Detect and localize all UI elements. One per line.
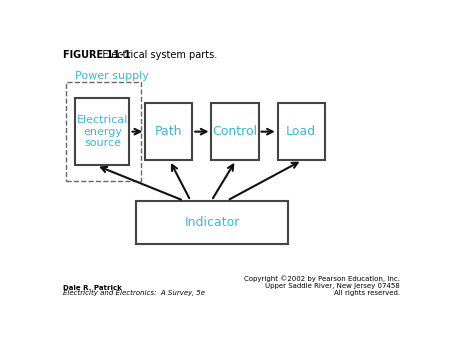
Text: Control: Control	[212, 125, 257, 138]
Text: Electrical system parts.: Electrical system parts.	[93, 50, 217, 60]
Text: Copyright ©2002 by Pearson Education, Inc.
Upper Saddle River, New Jersey 07458
: Copyright ©2002 by Pearson Education, In…	[244, 275, 400, 296]
Text: Load: Load	[286, 125, 316, 138]
Bar	[66, 82, 141, 181]
Text: FIGURE 11-1: FIGURE 11-1	[63, 50, 130, 60]
Text: Power supply: Power supply	[76, 71, 149, 81]
Text: Dale R. Patrick: Dale R. Patrick	[63, 285, 122, 291]
Text: Electrical
energy
source: Electrical energy source	[77, 115, 128, 148]
Bar	[212, 103, 259, 160]
Text: Indicator: Indicator	[184, 216, 240, 228]
Text: Electricity and Electronics:  A Survey, 5e: Electricity and Electronics: A Survey, 5…	[63, 290, 205, 296]
Bar	[278, 103, 325, 160]
Bar	[145, 103, 192, 160]
Bar	[136, 201, 288, 244]
Bar	[76, 98, 130, 166]
Text: Path: Path	[155, 125, 182, 138]
